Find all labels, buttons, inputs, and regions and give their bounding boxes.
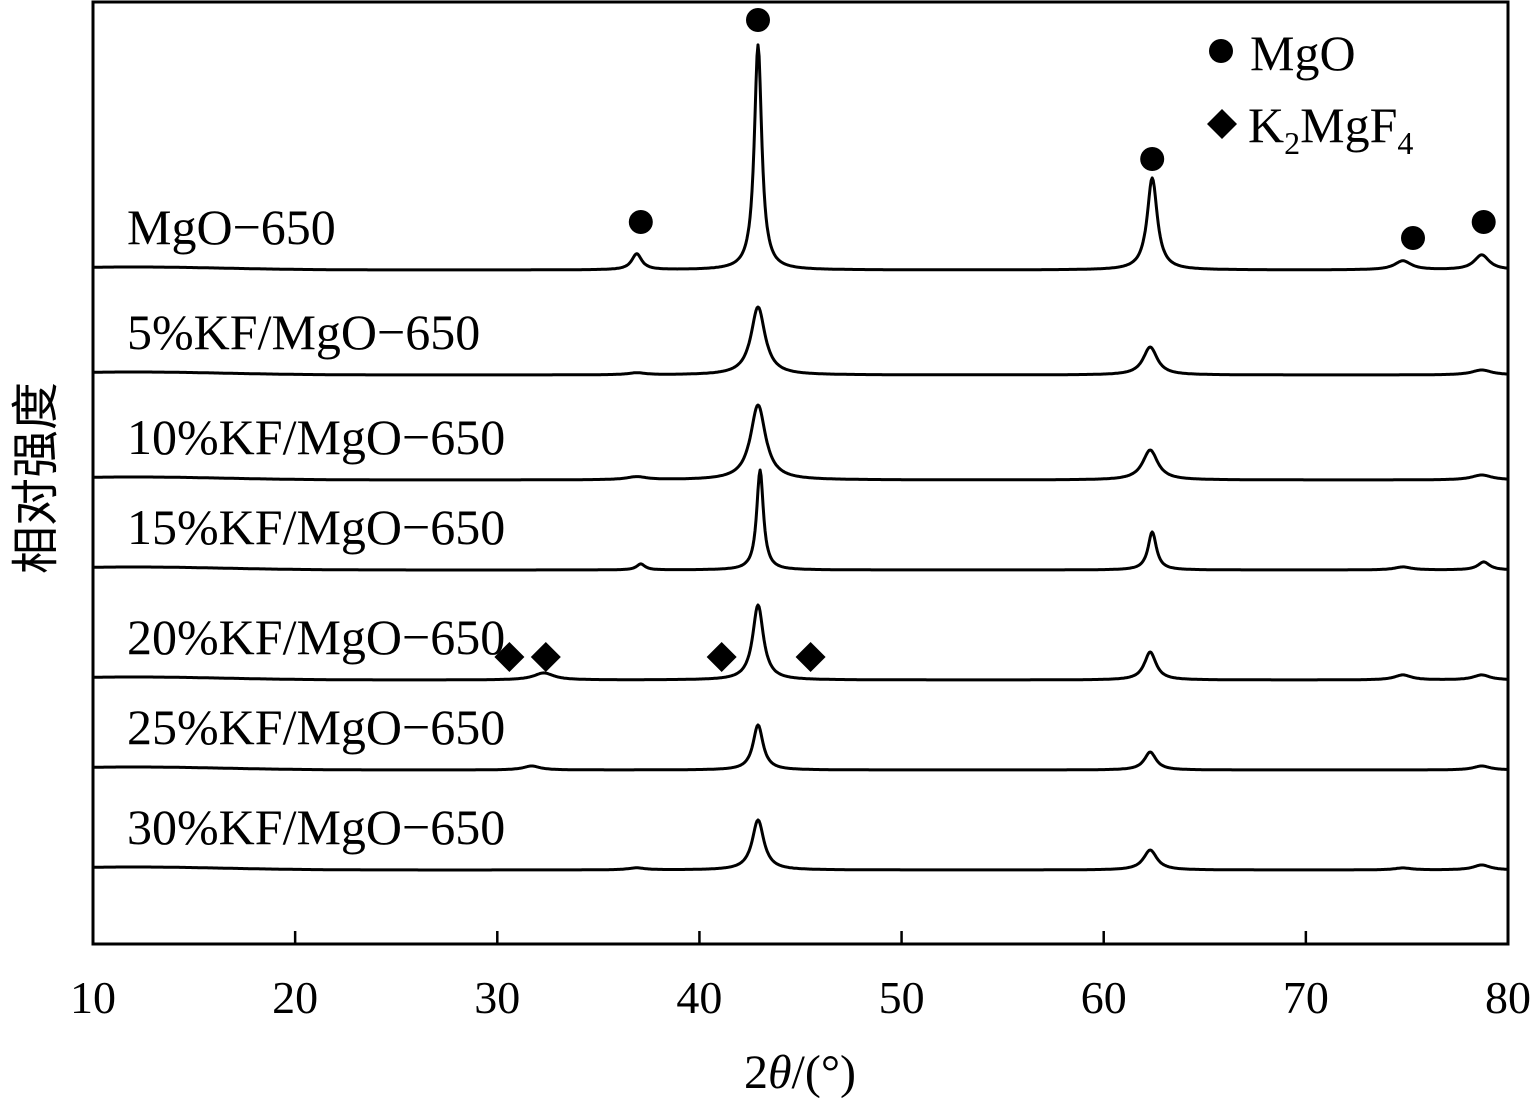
legend-mgo-label: MgO <box>1250 25 1356 81</box>
x-axis-title-theta: θ <box>768 1046 792 1099</box>
x-tick-label-30: 30 <box>474 972 520 1023</box>
series-label-6: 25%KF/MgO−650 <box>127 699 505 755</box>
trace-7 <box>91 818 1510 872</box>
x-axis-title-unit: /(°) <box>792 1046 857 1099</box>
legend-k2mgf4-diamond-icon <box>1207 109 1237 139</box>
mgo-circle-marker-1-1 <box>628 210 653 234</box>
k2mgf4-diamond-marker-2 <box>530 642 561 672</box>
mgo-circle-marker-1-4 <box>1401 226 1425 250</box>
y-axis-title: 相对强度 <box>10 382 63 574</box>
legend-k2mgf4-sub2: 4 <box>1397 125 1413 161</box>
trace-3 <box>91 403 1510 482</box>
trace-6 <box>91 723 1510 772</box>
x-ticks: 10 20 30 40 50 60 70 80 <box>70 931 1531 1023</box>
trace-1 <box>91 43 1510 272</box>
legend-k2mgf4-mgf: MgF <box>1300 97 1397 153</box>
x-tick-label-80: 80 <box>1485 972 1531 1023</box>
legend-k2mgf4-sub1: 2 <box>1284 125 1300 161</box>
trace-2 <box>91 305 1510 377</box>
legend-k2mgf4-label: K2MgF4 <box>1248 97 1413 161</box>
x-axis-title: 2θ/(°) <box>744 1046 856 1099</box>
series-labels: MgO−650 5%KF/MgO−650 10%KF/MgO−650 15%KF/Mg… <box>127 199 505 855</box>
x-tick-label-20: 20 <box>272 972 318 1023</box>
x-tick-label-10: 10 <box>70 972 116 1023</box>
k2mgf4-diamond-marker-3 <box>706 642 737 672</box>
k2mgf4-diamond-marker-1 <box>494 642 525 672</box>
mgo-circle-marker-1-2 <box>746 8 770 32</box>
mgo-circle-marker-1-3 <box>1140 147 1165 171</box>
x-axis-title-lead: 2 <box>744 1046 768 1099</box>
x-tick-label-40: 40 <box>676 972 722 1023</box>
series-label-5: 20%KF/MgO−650 <box>127 609 505 665</box>
series-label-7: 30%KF/MgO−650 <box>127 799 505 855</box>
series-label-2: 5%KF/MgO−650 <box>127 304 480 360</box>
x-tick-label-50: 50 <box>879 972 925 1023</box>
plot-frame <box>91 0 1510 946</box>
k2mgf4-diamond-marker-4 <box>795 642 826 672</box>
series-label-3: 10%KF/MgO−650 <box>127 409 505 465</box>
mgo-circle-marker-1-5 <box>1471 210 1496 234</box>
series-label-1: MgO−650 <box>127 199 336 255</box>
x-tick-label-70: 70 <box>1283 972 1329 1023</box>
trace-4 <box>91 468 1510 572</box>
peak-markers <box>494 8 1496 672</box>
legend-mgo-circle-icon <box>1209 39 1233 63</box>
legend: MgO K2MgF4 <box>1207 25 1413 161</box>
legend-k2mgf4-k: K <box>1248 97 1284 153</box>
x-tick-label-60: 60 <box>1081 972 1127 1023</box>
trace-5 <box>91 603 1510 682</box>
series-label-4: 15%KF/MgO−650 <box>127 499 505 555</box>
traces <box>91 43 1510 872</box>
